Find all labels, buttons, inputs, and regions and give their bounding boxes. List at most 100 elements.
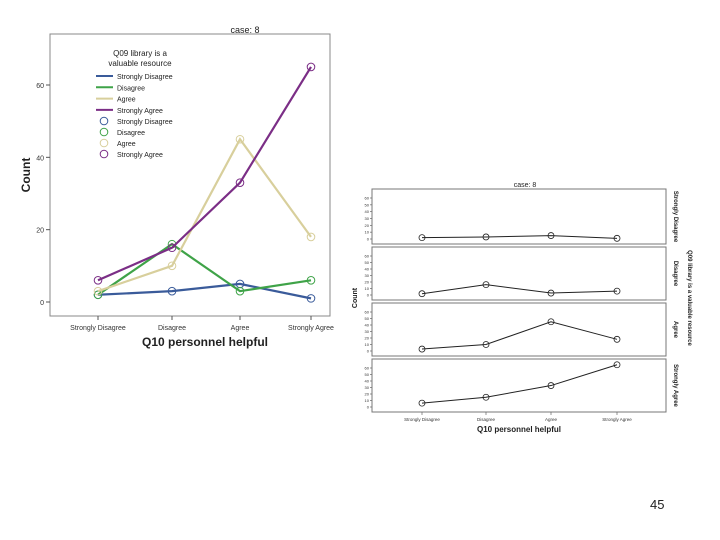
- panel-series-line: [421, 235, 618, 239]
- data-point: [235, 178, 245, 187]
- panel-label: Strongly Agree: [672, 364, 678, 407]
- y-tick-label: 10: [365, 398, 370, 403]
- x-tick-label: Agree: [231, 325, 250, 332]
- plot-frame: [49, 33, 331, 317]
- y-tick-label: 0: [367, 237, 370, 242]
- y-tick-label: 0: [367, 349, 370, 354]
- legend-marker-label: Strongly Agree: [117, 152, 163, 159]
- panel-label: Disagree: [672, 261, 678, 287]
- data-point: [93, 286, 103, 296]
- y-tick-label: 50: [365, 316, 370, 321]
- slide-number: 45: [650, 497, 665, 512]
- y-tick-label: 10: [365, 286, 370, 291]
- y-tick-label: 0: [367, 405, 370, 410]
- y-tick-label: 60: [365, 254, 370, 259]
- data-point: [418, 290, 426, 298]
- y-tick-label: 50: [365, 260, 370, 265]
- x-tick-label: Strongly Disagree: [404, 417, 440, 422]
- y-tick-label: 30: [365, 329, 370, 334]
- y-tick-label: 40: [365, 379, 370, 384]
- data-point: [306, 62, 316, 72]
- data-point: [482, 341, 490, 348]
- y-axis-label: Count: [352, 287, 359, 308]
- data-point: [482, 233, 490, 241]
- y-tick-label: 30: [365, 385, 370, 390]
- legend-title-line-2: valuable resource: [108, 59, 172, 68]
- legend-marker-label: Strongly Disagree: [117, 119, 173, 126]
- data-point: [235, 286, 245, 296]
- x-axis-label: Q10 personnel helpful: [142, 335, 268, 349]
- series-line: [97, 242, 312, 296]
- x-tick-label: Disagree: [477, 417, 496, 422]
- legend-line-label: Strongly Disagree: [117, 74, 173, 81]
- data-point: [418, 399, 426, 407]
- y-tick-label: 50: [365, 372, 370, 377]
- y-tick-label: 60: [365, 196, 370, 201]
- y-tick-label: 60: [365, 310, 370, 315]
- data-point: [418, 345, 426, 353]
- data-point: [547, 232, 555, 239]
- legend-marker-swatch: [99, 127, 109, 137]
- legend: Q09 library is a valuable resource Stron…: [96, 49, 173, 159]
- legend-marker-swatch: [99, 149, 109, 159]
- y-tick-label: 40: [365, 267, 370, 272]
- panel-series-line: [421, 284, 618, 295]
- y-tick-label: 0: [40, 300, 44, 307]
- data-point: [482, 393, 490, 401]
- legend-marker-swatch: [99, 116, 109, 126]
- series-line: [97, 282, 312, 300]
- y-tick-label: 30: [365, 273, 370, 278]
- legend-marker-swatch: [99, 138, 109, 148]
- data-point: [93, 276, 103, 285]
- legend-title-line-1: Q09 library is a: [113, 49, 167, 58]
- facet-label: Q09 library is a valuable resource: [686, 250, 692, 346]
- chart-title: case: 8: [514, 182, 537, 189]
- data-point: [613, 335, 621, 343]
- data-point: [235, 134, 245, 144]
- panel-series-line: [421, 364, 618, 404]
- data-point: [482, 281, 490, 289]
- y-tick-label: 10: [365, 230, 370, 235]
- data-point: [306, 232, 316, 242]
- legend-marker-label: Disagree: [117, 130, 145, 137]
- y-tick-label: 40: [365, 323, 370, 328]
- y-tick-label: 60: [365, 366, 370, 371]
- x-tick-label: Disagree: [158, 325, 186, 332]
- data-point: [167, 261, 177, 271]
- y-tick-label: 20: [365, 223, 370, 228]
- data-point: [418, 234, 426, 242]
- x-tick-label: Strongly Disagree: [70, 325, 126, 332]
- y-tick-label: 50: [365, 202, 370, 207]
- y-tick-label: 20: [365, 336, 370, 341]
- panel-series-line: [421, 321, 618, 350]
- series-line: [97, 137, 312, 293]
- y-axis-label: Count: [19, 158, 33, 193]
- data-point: [167, 286, 177, 296]
- panel-label: Agree: [672, 321, 678, 339]
- y-tick-label: 30: [365, 216, 370, 221]
- x-tick-label: Strongly Agree: [288, 325, 334, 332]
- y-tick-label: 20: [365, 280, 370, 285]
- data-point: [547, 382, 555, 389]
- panel-frame: [371, 302, 667, 357]
- legend-line-label: Strongly Agree: [117, 108, 163, 115]
- y-tick-label: 20: [365, 392, 370, 397]
- panel-frame: [371, 358, 667, 413]
- data-point: [306, 294, 316, 303]
- series-line: [97, 66, 312, 282]
- panel-frame: [371, 246, 667, 301]
- y-tick-label: 10: [365, 342, 370, 347]
- panel-label: Strongly Disagree: [672, 191, 678, 243]
- y-tick-label: 40: [36, 155, 44, 162]
- data-point: [613, 234, 621, 242]
- data-point: [613, 361, 621, 369]
- panel-frame: [371, 188, 667, 245]
- data-point: [167, 243, 177, 253]
- chart-title: case: 8: [230, 25, 259, 35]
- data-point: [547, 318, 555, 326]
- y-tick-label: 0: [367, 293, 370, 298]
- x-axis-label: Q10 personnel helpful: [477, 425, 561, 434]
- legend-line-label: Agree: [117, 97, 136, 104]
